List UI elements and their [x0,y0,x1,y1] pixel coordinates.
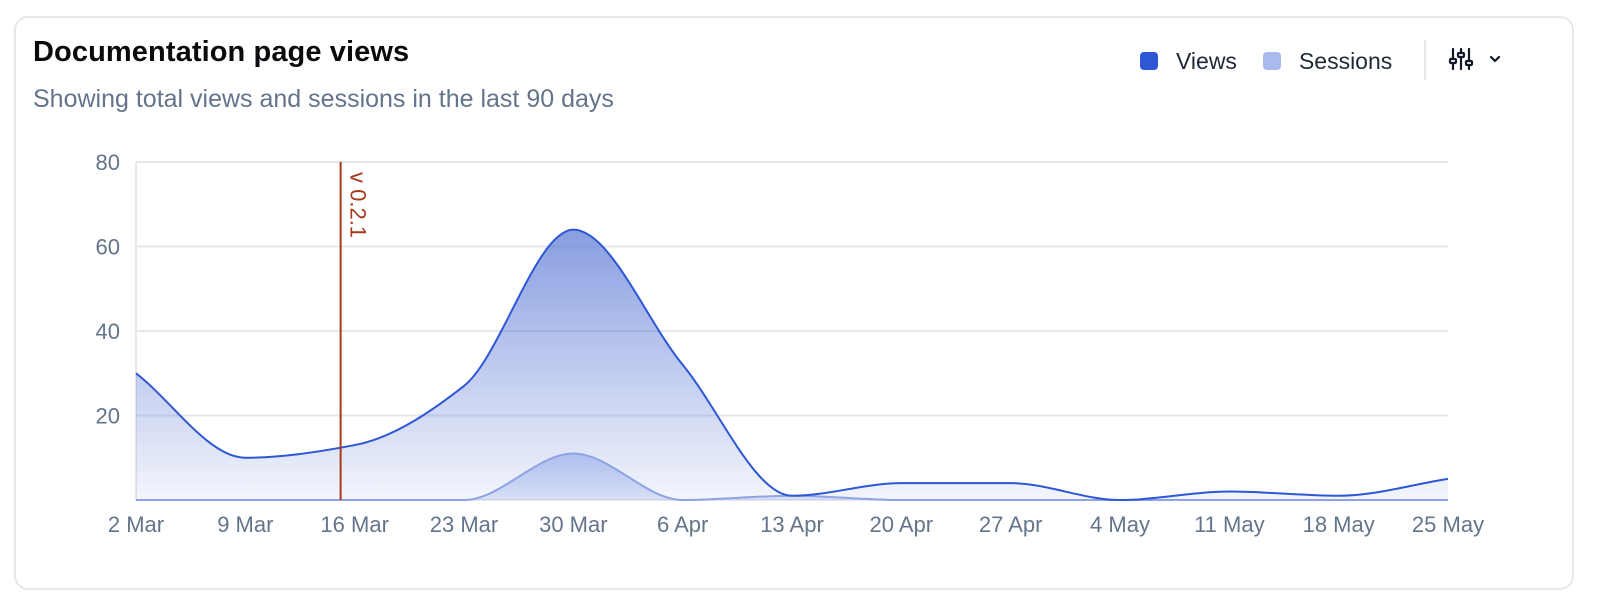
sessions-swatch [1262,52,1281,70]
legend-item-sessions[interactable]: Sessions [1262,47,1393,75]
sliders-icon [1448,46,1474,77]
x-tick-label: 23 Mar [430,512,498,537]
legend-divider [1424,40,1426,80]
x-tick-label: 27 Apr [979,512,1043,537]
series-views-line [135,228,1449,502]
views-swatch [1140,52,1158,70]
legend-label-sessions: Sessions [1298,47,1393,74]
x-tick-label: 16 Mar [320,512,388,537]
annotation-label: v 0.2.1 [346,172,371,238]
x-tick-label: 4 May [1090,512,1150,537]
series-views-area [136,229,1448,500]
x-tick-label: 6 Apr [657,512,708,537]
x-tick-label: 2 Mar [108,512,164,537]
legend: Views Sessions [1140,46,1418,76]
chart-subtitle: Showing total views and sessions in the … [33,85,614,113]
chevron-down-icon [1488,52,1502,71]
x-tick-label: 11 May [1194,512,1265,537]
legend-item-views[interactable]: Views [1140,48,1237,75]
x-tick-label: 18 May [1303,512,1375,537]
y-tick-label: 60 [96,235,120,260]
x-tick-label: 13 Apr [760,512,824,537]
chart-settings-button[interactable] [1448,44,1526,78]
chart-title: Documentation page views [33,36,410,68]
x-tick-label: 30 Mar [539,512,607,537]
y-tick-label: 20 [96,404,120,429]
x-tick-label: 9 Mar [217,512,273,537]
y-tick-label: 40 [96,319,120,344]
x-tick-label: 20 Apr [870,512,934,537]
y-tick-label: 80 [96,150,120,175]
x-tick-label: 25 May [1412,512,1484,537]
legend-label-views: Views [1176,47,1237,74]
